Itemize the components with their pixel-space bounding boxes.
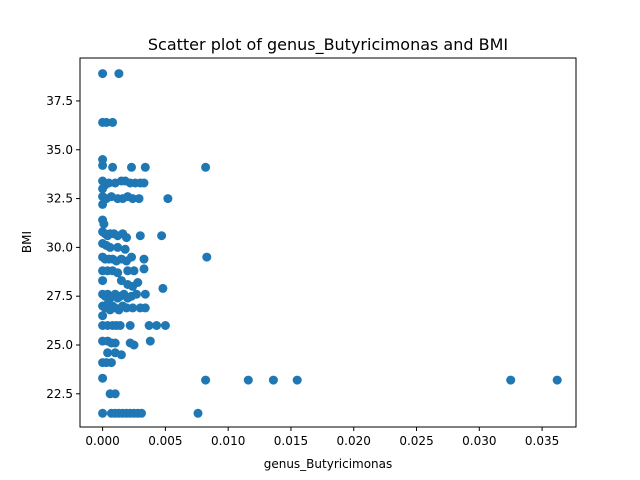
data-point [98,160,108,170]
x-tick-label: 0.025 [399,434,433,448]
data-point [127,162,136,172]
y-tick-label: 22.5 [46,387,73,401]
data-point [552,375,562,385]
data-point [101,117,111,127]
data-point [98,199,108,209]
data-point [122,233,131,243]
data-point [115,321,125,330]
data-point [201,162,211,172]
x-tick-label: 0.035 [525,434,559,448]
data-point [158,283,168,293]
data-point [99,219,109,229]
points-layer [98,69,562,418]
data-point [103,348,113,358]
data-point [110,338,120,348]
data-point [268,375,278,385]
x-tick-label: 0.000 [85,434,119,448]
x-axis: 0.000 0.005 0.010 0.015 0.020 0.025 0.030 0.035 [85,427,559,448]
data-point [114,69,124,79]
data-point [98,408,108,418]
data-point [135,231,145,241]
y-tick-label: 37.5 [46,94,73,108]
y-tick-label: 32.5 [46,192,73,206]
data-point [98,184,108,194]
data-point [193,408,203,418]
data-point [145,336,155,346]
data-point [129,266,139,276]
x-tick-label: 0.005 [148,434,182,448]
data-point [140,303,150,313]
data-point [105,242,115,252]
data-point [506,375,516,385]
data-point [123,266,133,276]
data-point [127,252,136,262]
data-point [140,289,150,299]
data-point [98,69,108,79]
y-axis: 22.5 25.0 27.5 30.0 32.5 35.0 37.5 [46,94,80,401]
data-point [202,252,212,262]
data-point [98,276,108,286]
data-point [139,264,149,274]
data-point [152,321,162,330]
data-point [157,231,167,241]
chart-title: Scatter plot of genus_Butyricimonas and … [148,35,508,55]
data-point [140,162,150,172]
data-point [134,194,144,204]
x-tick-label: 0.010 [211,434,245,448]
data-point [132,289,141,299]
data-point [201,375,211,385]
data-point [292,375,302,385]
x-tick-label: 0.020 [337,434,371,448]
plot-area-frame [79,57,577,428]
x-axis-label: genus_Butyricimonas [264,457,393,471]
data-point [160,321,170,330]
data-point [243,375,253,385]
data-point [125,321,135,330]
data-point [104,178,114,188]
data-point [108,162,118,172]
y-tick-label: 35.0 [46,143,73,157]
y-tick-label: 30.0 [46,240,73,254]
data-point [113,242,123,252]
data-point [144,321,154,330]
data-point [133,278,143,287]
data-point [122,303,131,313]
x-tick-label: 0.015 [274,434,308,448]
data-point [98,373,108,383]
data-point [163,194,173,204]
data-point [139,254,149,264]
data-point [128,303,138,313]
data-point [137,408,146,418]
data-point [129,340,139,350]
data-point [120,244,130,254]
data-point [139,178,149,188]
data-point [101,358,111,368]
data-point [113,268,123,278]
y-axis-label: BMI [20,231,34,253]
data-point [108,117,118,127]
y-tick-label: 25.0 [46,338,73,352]
data-point [116,350,126,360]
data-point [98,311,108,321]
y-tick-label: 27.5 [46,289,73,303]
data-point [110,389,120,399]
data-point [128,194,138,204]
x-tick-label: 0.030 [462,434,496,448]
